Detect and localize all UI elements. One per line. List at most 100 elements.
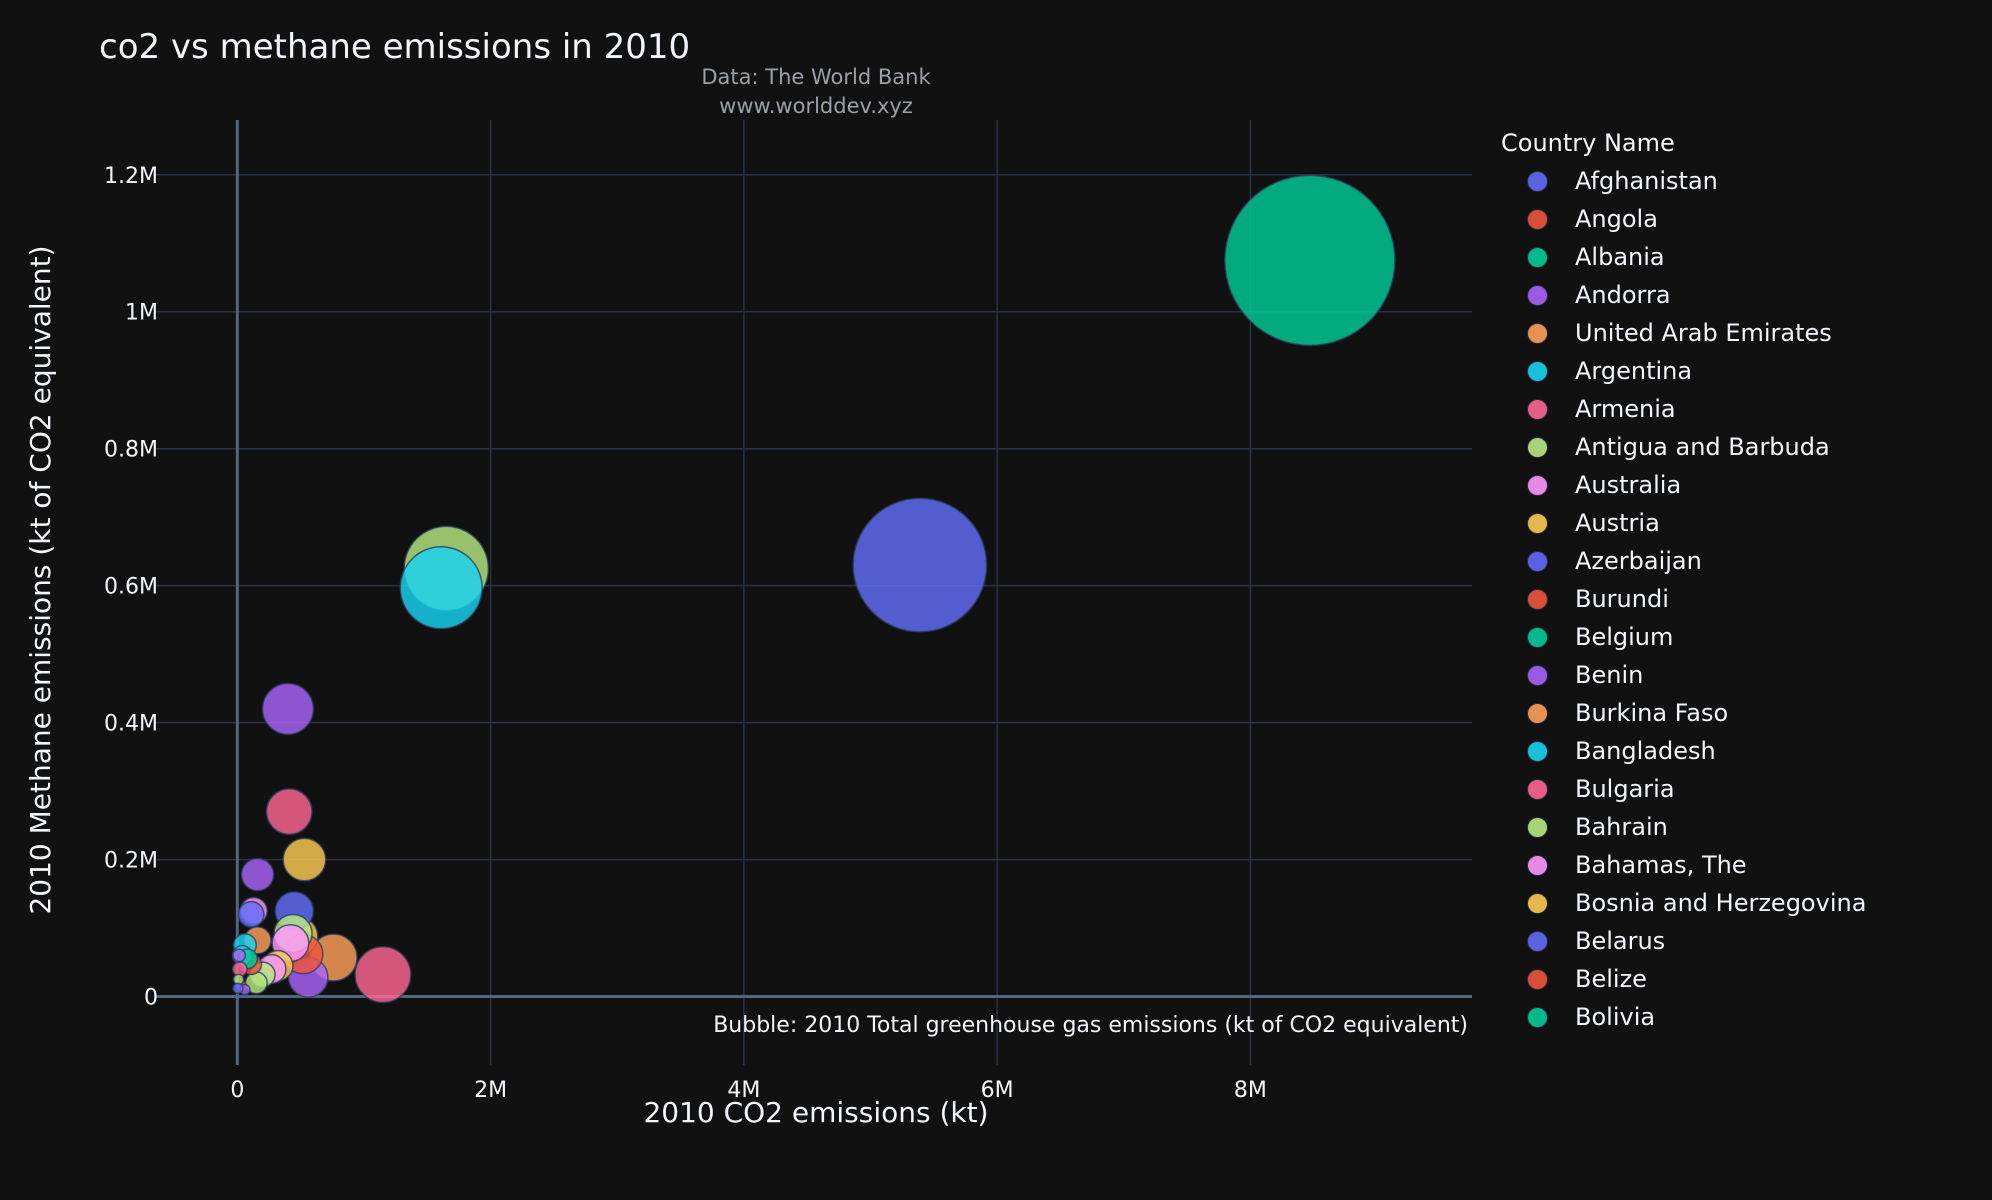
- y-tick-label: 0.2M: [104, 849, 158, 874]
- legend-item[interactable]: Belgium: [1501, 618, 1981, 656]
- legend: Country Name Afghanistan Angola Albania And…: [1501, 124, 1981, 1036]
- legend-label: Bangladesh: [1575, 737, 1716, 765]
- legend-item[interactable]: Bahamas, The: [1501, 846, 1981, 884]
- legend-item[interactable]: Burundi: [1501, 580, 1981, 618]
- bubble-point[interactable]: [237, 900, 265, 928]
- legend-item[interactable]: Burkina Faso: [1501, 694, 1981, 732]
- legend-swatch-icon: [1527, 474, 1548, 496]
- x-tick-label: 4M: [727, 1078, 760, 1103]
- legend-label: Austria: [1575, 509, 1660, 537]
- legend-item[interactable]: Albania: [1501, 238, 1981, 276]
- legend-swatch-icon: [1527, 930, 1548, 952]
- legend-swatch-icon: [1527, 512, 1548, 534]
- legend-item[interactable]: Bangladesh: [1501, 732, 1981, 770]
- bubble-point[interactable]: [265, 788, 313, 836]
- y-tick-label: 0.8M: [104, 438, 158, 463]
- legend-label: Bahamas, The: [1575, 851, 1747, 879]
- legend-item[interactable]: Angola: [1501, 200, 1981, 238]
- legend-label: Belgium: [1575, 623, 1674, 651]
- bubble-point[interactable]: [1224, 174, 1396, 347]
- legend-item[interactable]: Antigua and Barbuda: [1501, 428, 1981, 466]
- y-tick-label: 0: [144, 986, 158, 1011]
- bubble-point[interactable]: [354, 946, 412, 1004]
- legend-swatch-icon: [1527, 816, 1548, 838]
- legend-item[interactable]: Bahrain: [1501, 808, 1981, 846]
- legend-item[interactable]: Andorra: [1501, 276, 1981, 314]
- legend-item[interactable]: Belarus: [1501, 922, 1981, 960]
- legend-swatch-icon: [1527, 208, 1548, 230]
- legend-label: Azerbaijan: [1575, 547, 1702, 575]
- bubble-point[interactable]: [399, 546, 483, 630]
- legend-item[interactable]: Bulgaria: [1501, 770, 1981, 808]
- subtitle-url: www.worlddev.xyz: [719, 94, 913, 118]
- legend-swatch-icon: [1527, 702, 1548, 724]
- x-tick-label: 6M: [981, 1078, 1014, 1103]
- legend-swatch-icon: [1527, 740, 1548, 762]
- grid-lines: [155, 120, 1472, 1065]
- legend-label: Burkina Faso: [1575, 699, 1729, 727]
- bubble-point[interactable]: [232, 948, 247, 963]
- legend-swatch-icon: [1527, 626, 1548, 648]
- legend-label: Afghanistan: [1575, 167, 1718, 195]
- legend-label: Bolivia: [1575, 1003, 1656, 1031]
- bubble-point[interactable]: [852, 497, 988, 633]
- y-axis-title: 2010 Methane emissions (kt of CO2 equiva…: [24, 245, 57, 914]
- legend-swatch-icon: [1527, 550, 1548, 572]
- legend-title: Country Name: [1501, 129, 1675, 157]
- legend-label: Bosnia and Herzegovina: [1575, 889, 1867, 917]
- legend-label: Belize: [1575, 965, 1647, 993]
- legend-label: Armenia: [1575, 395, 1676, 423]
- y-tick-label: 1.2M: [104, 164, 158, 189]
- legend-swatch-icon: [1527, 588, 1548, 610]
- legend-swatch-icon: [1527, 246, 1548, 268]
- subtitle-source: Data: The World Bank: [701, 65, 931, 89]
- legend-label: Australia: [1575, 471, 1682, 499]
- legend-label: Bahrain: [1575, 813, 1668, 841]
- legend-item[interactable]: Benin: [1501, 656, 1981, 694]
- legend-label: Albania: [1575, 243, 1665, 271]
- legend-label: Argentina: [1575, 357, 1693, 385]
- legend-label: Benin: [1575, 661, 1644, 689]
- legend-swatch-icon: [1527, 284, 1548, 306]
- x-axis-title: 2010 CO2 emissions (kt): [643, 1096, 988, 1129]
- legend-item[interactable]: Bosnia and Herzegovina: [1501, 884, 1981, 922]
- legend-swatch-icon: [1527, 436, 1548, 458]
- x-tick-label: 8M: [1234, 1078, 1267, 1103]
- legend-label: Antigua and Barbuda: [1575, 433, 1830, 461]
- bubble-point[interactable]: [232, 982, 244, 995]
- y-tick-label: 0.6M: [104, 575, 158, 600]
- legend-item[interactable]: Austria: [1501, 504, 1981, 542]
- y-tick-label: 0.4M: [104, 712, 158, 737]
- y-tick-label: 1M: [125, 301, 158, 326]
- legend-item[interactable]: Azerbaijan: [1501, 542, 1981, 580]
- legend-swatch-icon: [1527, 398, 1548, 420]
- legend-swatch-icon: [1527, 892, 1548, 914]
- legend-item[interactable]: Bolivia: [1501, 998, 1981, 1036]
- legend-item[interactable]: Argentina: [1501, 352, 1981, 390]
- legend-label: Angola: [1575, 205, 1658, 233]
- legend-swatch-icon: [1527, 854, 1548, 876]
- legend-item[interactable]: Afghanistan: [1501, 162, 1981, 200]
- chart-title: co2 vs methane emissions in 2010: [99, 27, 690, 67]
- x-tick-labels: 0 2M 4M 6M 8M: [230, 1078, 1267, 1103]
- legend-item[interactable]: Belize: [1501, 960, 1981, 998]
- legend-swatch-icon: [1527, 322, 1548, 344]
- legend-item[interactable]: Armenia: [1501, 390, 1981, 428]
- legend-swatch-icon: [1527, 1006, 1548, 1028]
- bubble-series: [231, 174, 1396, 1004]
- legend-swatch-icon: [1527, 968, 1548, 990]
- legend-swatch-icon: [1527, 664, 1548, 686]
- bubble-point[interactable]: [240, 857, 275, 892]
- x-tick-label: 2M: [474, 1078, 507, 1103]
- y-tick-labels: 0 0.2M 0.4M 0.6M 0.8M 1M 1.2M: [104, 164, 158, 1011]
- bubble-size-note: Bubble: 2010 Total greenhouse gas emissi…: [713, 1013, 1468, 1038]
- bubble-point[interactable]: [282, 837, 327, 882]
- bubble-point[interactable]: [261, 682, 315, 736]
- legend-label: Andorra: [1575, 281, 1671, 309]
- legend-label: Burundi: [1575, 585, 1669, 613]
- legend-label: United Arab Emirates: [1575, 319, 1832, 347]
- legend-item[interactable]: United Arab Emirates: [1501, 314, 1981, 352]
- legend-swatch-icon: [1527, 778, 1548, 800]
- legend-item[interactable]: Australia: [1501, 466, 1981, 504]
